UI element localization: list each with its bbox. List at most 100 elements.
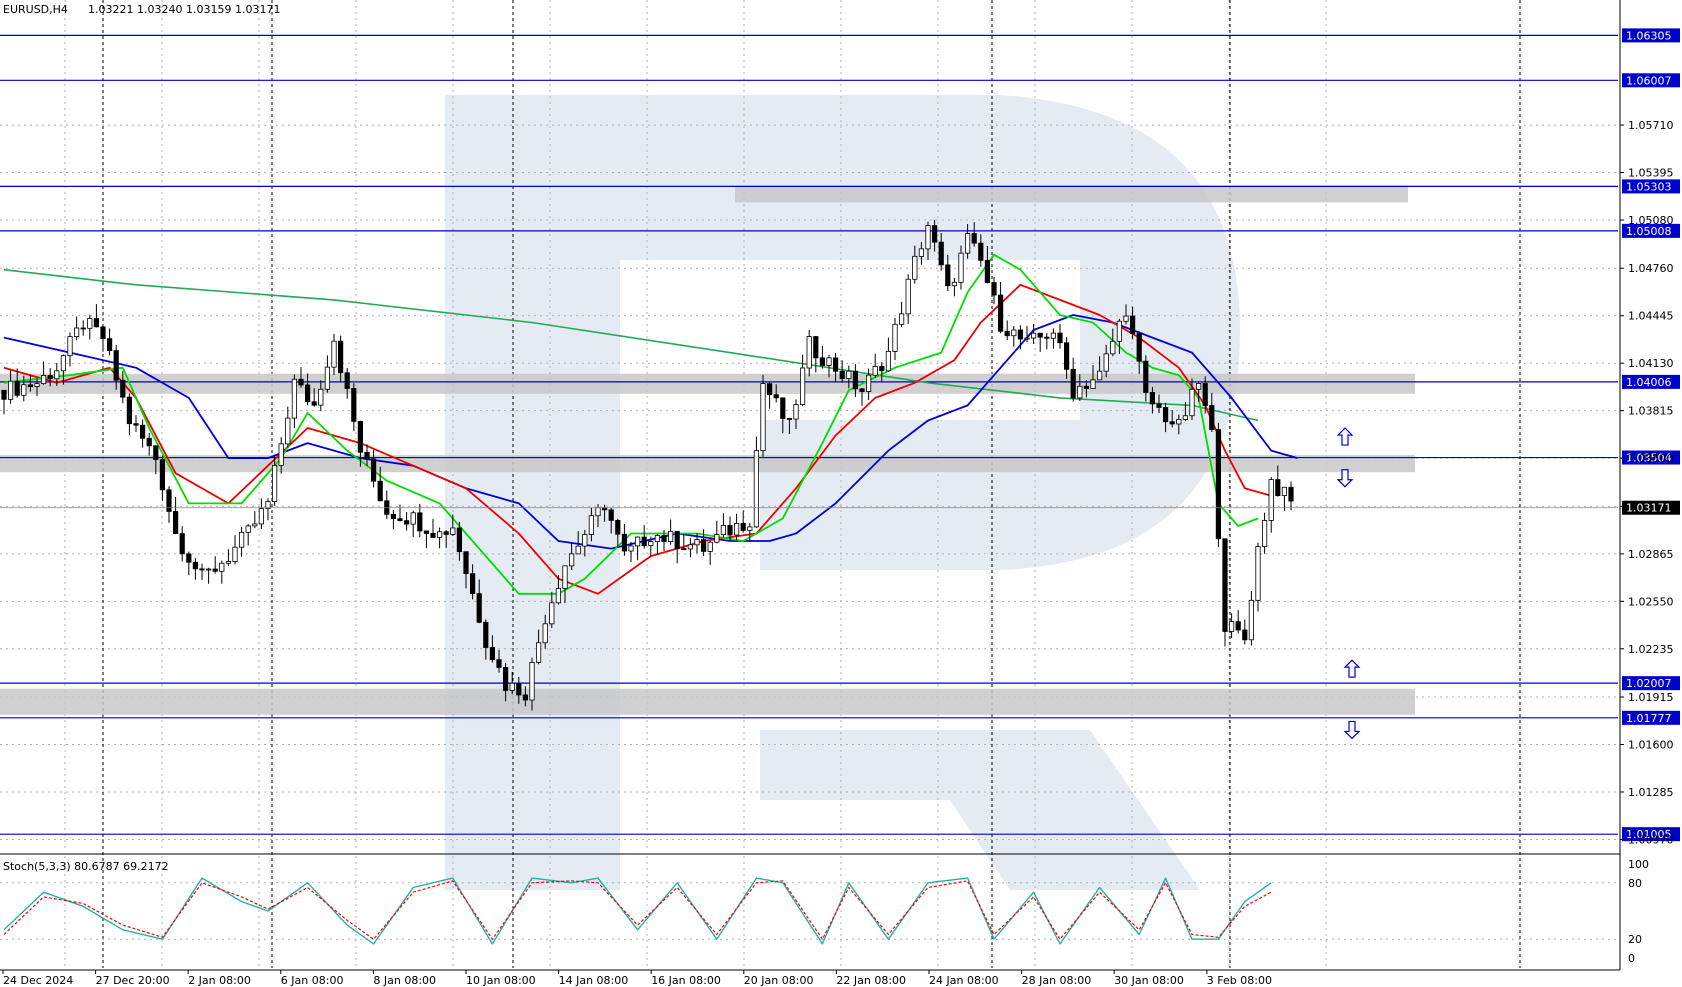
chart-ohlc: 1.03221 1.03240 1.03159 1.03171 bbox=[88, 3, 280, 16]
candle-body-146 bbox=[965, 233, 971, 254]
candle-body-105 bbox=[694, 539, 700, 546]
candle-body-173 bbox=[1143, 360, 1149, 393]
candle-body-182 bbox=[1202, 383, 1208, 406]
candle-body-98 bbox=[648, 541, 654, 546]
candle-body-134 bbox=[885, 351, 892, 372]
candle-body-62 bbox=[410, 512, 416, 525]
candle-body-166 bbox=[1097, 370, 1103, 381]
candle-body-191 bbox=[1262, 520, 1268, 547]
candle-body-49 bbox=[324, 366, 331, 390]
candle-body-177 bbox=[1169, 421, 1175, 425]
candle-body-80 bbox=[529, 662, 535, 701]
candle-body-93 bbox=[615, 520, 621, 535]
time-label-7: 16 Jan 08:00 bbox=[651, 974, 721, 987]
current-price-badge bbox=[1622, 500, 1680, 515]
candle-body-74 bbox=[489, 647, 496, 661]
candle-body-38 bbox=[252, 523, 258, 527]
candle-body-185 bbox=[1222, 538, 1228, 632]
candle-body-139 bbox=[918, 248, 925, 257]
candle-body-90 bbox=[595, 507, 601, 517]
candle-body-158 bbox=[1044, 336, 1050, 339]
candle-body-60 bbox=[397, 518, 403, 522]
level-badge-0 bbox=[1622, 28, 1680, 43]
candle-body-36 bbox=[238, 531, 245, 548]
support-resistance-zones bbox=[0, 185, 1415, 715]
candle-body-22 bbox=[146, 437, 152, 447]
candle-body-45 bbox=[298, 378, 304, 386]
candle-body-111 bbox=[734, 523, 740, 536]
candle-body-119 bbox=[786, 418, 793, 420]
candle-body-84 bbox=[555, 588, 562, 604]
candle-body-43 bbox=[285, 417, 291, 445]
price-tick-label-0: 1.05710 bbox=[1628, 119, 1674, 132]
candle-body-128 bbox=[846, 370, 852, 380]
candle-body-30 bbox=[199, 568, 205, 571]
candle-body-190 bbox=[1255, 546, 1261, 601]
candle-body-55 bbox=[364, 451, 370, 460]
zone-3 bbox=[0, 688, 1415, 715]
candle-body-163 bbox=[1077, 385, 1083, 399]
candle-body-159 bbox=[1050, 332, 1056, 339]
candle-body-66 bbox=[436, 531, 443, 538]
candle-body-2 bbox=[14, 380, 20, 396]
candle-body-31 bbox=[205, 568, 212, 571]
candle-body-130 bbox=[859, 388, 865, 392]
candle-body-186 bbox=[1229, 621, 1235, 632]
stoch-level-label-0: 100 bbox=[1628, 858, 1649, 871]
stoch-level-label-2: 20 bbox=[1628, 933, 1642, 946]
candle-body-73 bbox=[483, 621, 489, 648]
level-badge-text-1: 1.06007 bbox=[1626, 74, 1672, 87]
candle-body-180 bbox=[1189, 388, 1195, 417]
candle-body-11 bbox=[74, 327, 80, 337]
candle-body-85 bbox=[562, 565, 568, 589]
candle-body-26 bbox=[172, 511, 179, 534]
candle-body-178 bbox=[1176, 419, 1182, 425]
candle-body-127 bbox=[839, 370, 845, 380]
price-tick-label-7: 1.03500 bbox=[1628, 452, 1674, 465]
candle-body-83 bbox=[549, 602, 555, 625]
level-badge-text-0: 1.06305 bbox=[1626, 29, 1672, 42]
candle-body-77 bbox=[509, 682, 515, 691]
candle-body-144 bbox=[951, 281, 958, 287]
time-label-3: 6 Jan 08:00 bbox=[281, 974, 344, 987]
candle-body-12 bbox=[80, 327, 86, 330]
candle-body-151 bbox=[998, 294, 1004, 332]
candle-body-57 bbox=[377, 480, 383, 502]
level-badge-text-3: 1.05008 bbox=[1626, 225, 1672, 238]
candle-body-148 bbox=[978, 242, 984, 261]
candle-body-101 bbox=[668, 530, 674, 542]
candle-body-107 bbox=[707, 541, 713, 552]
candle-body-61 bbox=[403, 520, 410, 525]
level-badge-3 bbox=[1622, 223, 1680, 238]
level-badge-4 bbox=[1622, 374, 1680, 389]
level-badge-5 bbox=[1622, 450, 1680, 465]
stoch-level-label-1: 80 bbox=[1628, 877, 1642, 890]
time-label-2: 2 Jan 08:00 bbox=[188, 974, 251, 987]
candle-body-20 bbox=[133, 423, 139, 426]
candle-body-24 bbox=[159, 459, 165, 491]
candle-body-79 bbox=[522, 694, 529, 701]
candle-body-122 bbox=[806, 336, 812, 369]
candle-body-115 bbox=[760, 383, 766, 452]
candle-body-104 bbox=[687, 544, 694, 550]
candle-body-67 bbox=[443, 531, 449, 535]
candle-body-100 bbox=[661, 535, 667, 542]
candle-body-181 bbox=[1196, 383, 1202, 390]
level-badge-text-7: 1.01777 bbox=[1626, 712, 1672, 725]
price-tick-label-12: 1.01915 bbox=[1628, 691, 1674, 704]
candle-body-129 bbox=[852, 370, 859, 390]
candle-body-18 bbox=[120, 379, 126, 398]
ma-fast-line bbox=[3, 253, 1259, 595]
candle-body-14 bbox=[93, 318, 99, 328]
candle-body-183 bbox=[1209, 405, 1215, 431]
candle-body-135 bbox=[892, 323, 898, 352]
candle-body-138 bbox=[912, 255, 918, 280]
candle-body-41 bbox=[271, 464, 278, 503]
candle-body-175 bbox=[1156, 403, 1162, 408]
arrow-up-2 bbox=[1343, 659, 1361, 678]
candle-body-118 bbox=[780, 397, 786, 419]
candle-body-162 bbox=[1070, 368, 1076, 399]
candle-body-15 bbox=[100, 326, 106, 340]
watermark-letter-r bbox=[445, 95, 1240, 890]
